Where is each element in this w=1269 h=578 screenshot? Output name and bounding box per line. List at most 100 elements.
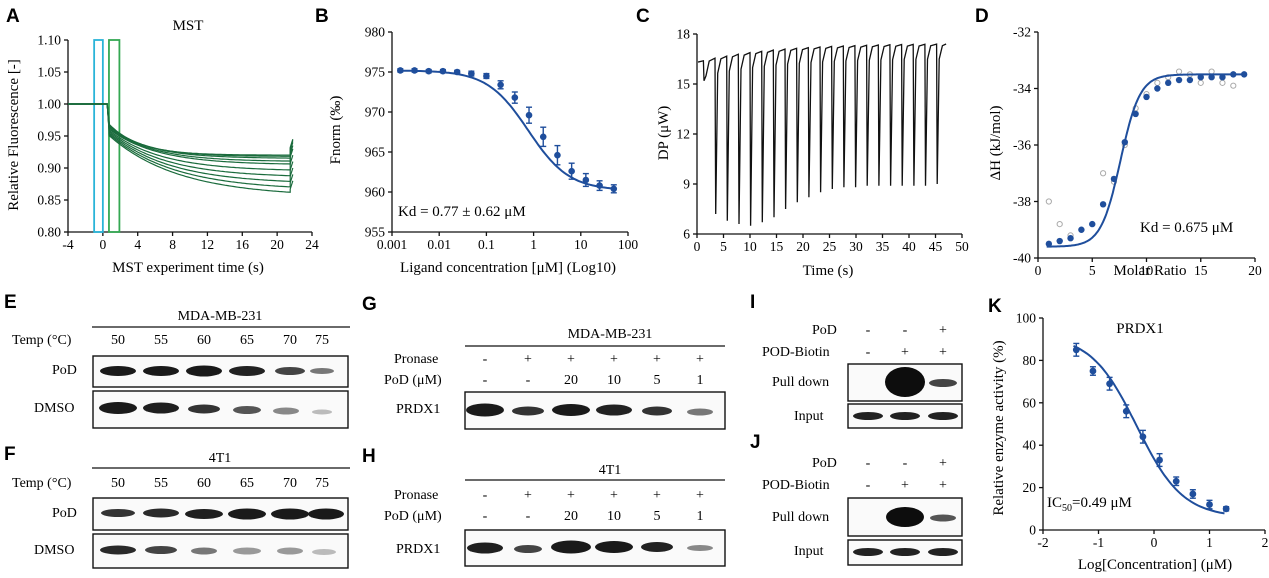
- chart-k-y-tick-label: 0: [1029, 523, 1036, 538]
- blot-g-row-label: PRDX1: [396, 402, 440, 417]
- blot-j-biotin-sign: -: [866, 478, 871, 493]
- chart-a-x-tick-label: 4: [134, 237, 141, 252]
- data-point: [1240, 71, 1248, 78]
- blot-j-biotin-sign: +: [901, 478, 909, 493]
- western-band: [185, 509, 223, 519]
- panel-label-b: B: [315, 6, 329, 27]
- data-point: [1045, 240, 1053, 248]
- data-point: [1172, 477, 1180, 485]
- data-point: [1089, 367, 1097, 375]
- raw-point: [1219, 79, 1226, 86]
- data-point: [1222, 505, 1230, 513]
- chart-a-ylabel: Relative Fluorescence [-]: [6, 59, 22, 211]
- data-point: [568, 167, 575, 175]
- blot-e-temp: 75: [315, 333, 329, 348]
- mst-trace: [68, 103, 294, 156]
- chart-d-y-tick-label: -38: [1013, 194, 1031, 209]
- blot-e-temp: 65: [240, 333, 254, 348]
- blot-f-row-label: PoD: [52, 506, 77, 521]
- chart-k-x-tick-label: -2: [1037, 535, 1048, 550]
- western-band: [885, 367, 925, 397]
- data-point: [1197, 74, 1204, 81]
- data-point: [439, 67, 447, 75]
- panel-label-i: I: [750, 292, 755, 313]
- chart-c-x-tick-label: 5: [720, 239, 727, 254]
- chart-k-y-tick-label: 100: [1016, 311, 1037, 326]
- western-band: [687, 408, 713, 416]
- western-band: [233, 547, 261, 555]
- raw-point: [1230, 82, 1237, 89]
- chart-k-x-tick-label: 1: [1206, 535, 1213, 550]
- western-band: [100, 545, 136, 555]
- fit-curve: [399, 69, 617, 190]
- panel-label-f: F: [4, 444, 16, 465]
- blot-f-temp: 55: [154, 476, 168, 491]
- blot-j-biotin-signs: - + +: [866, 478, 947, 493]
- panel-label-d: D: [975, 6, 989, 27]
- chart-c-x-tick-label: 15: [770, 239, 784, 254]
- data-point: [511, 94, 519, 101]
- chart-a-y-tick-label: 0.80: [37, 225, 61, 240]
- chart-b-x-tick-label: 0.001: [377, 237, 407, 252]
- blot-j-pulldown-bands: [886, 507, 956, 527]
- blot-e-row-head: Temp (°C): [12, 333, 72, 348]
- data-point: [1067, 235, 1074, 242]
- blot-g-pronase-sign: +: [524, 352, 532, 367]
- mst-trace: [68, 103, 294, 177]
- panel-a: A MST -4 0 4 8 12 16 20 24 0.80 0.85 0.90 0.95 1.00 1…: [6, 6, 319, 276]
- chart-d-ylabel: ΔH (kJ/mol): [988, 105, 1004, 180]
- blot-f-cell-line: 4T1: [209, 451, 232, 466]
- western-band: [143, 508, 179, 518]
- chart-b-x-tick-label: 100: [618, 237, 639, 252]
- western-band: [145, 546, 177, 554]
- blot-i-biotin-sign: +: [901, 345, 909, 360]
- data-point: [1121, 138, 1129, 146]
- blot-e-pod-bands: [100, 365, 334, 377]
- chart-b-x-tick-label: 0.1: [478, 237, 495, 252]
- blot-g-pod-value: 10: [607, 373, 621, 388]
- mst-trace: [68, 103, 294, 157]
- blot-f-temp: 70: [283, 476, 297, 491]
- chart-d-x-tick-label: 10: [1140, 263, 1154, 278]
- chart-k-title: PRDX1: [1116, 321, 1164, 337]
- data-point: [1219, 74, 1226, 81]
- blot-i-pod-label: PoD: [812, 323, 837, 338]
- data-point: [1165, 79, 1172, 87]
- chart-k-x-tick-label: 2: [1262, 535, 1269, 550]
- data-point: [596, 182, 603, 189]
- blot-i-biotin-label: POD-Biotin: [762, 345, 830, 360]
- blot-e-dmso-bands: [99, 402, 332, 415]
- blot-h-pronase-sign: +: [610, 488, 618, 503]
- mst-cold-region: [93, 39, 104, 233]
- chart-d-x-tick-label: 20: [1248, 263, 1262, 278]
- blot-i-row-label: Input: [794, 409, 824, 424]
- western-band: [642, 406, 672, 416]
- blot-i-biotin-signs: - + +: [866, 345, 947, 360]
- blot-h-pod-value: 1: [697, 509, 704, 524]
- blot-e-temps: 50 55 60 65 70 75: [111, 333, 329, 348]
- data-point: [1175, 76, 1183, 84]
- panel-j: J PoD POD-Biotin - - + - + + Pull down I…: [750, 432, 963, 566]
- data-point: [453, 68, 461, 76]
- western-band: [890, 548, 920, 556]
- blot-g-pod-values: - - 20 10 5 1: [483, 373, 704, 388]
- western-band: [928, 412, 958, 420]
- blot-g-pod-value: -: [526, 373, 531, 388]
- western-band: [191, 547, 217, 555]
- chart-a-x-tick-label: 0: [99, 237, 106, 252]
- fit-curve: [1073, 344, 1225, 515]
- data-point: [483, 72, 490, 80]
- blot-f-temp: 50: [111, 476, 125, 491]
- ic50-prefix: IC: [1047, 495, 1062, 511]
- western-band: [928, 548, 958, 556]
- western-band: [552, 404, 590, 416]
- blot-j-pod-signs: - - +: [866, 456, 947, 471]
- western-band: [101, 509, 135, 517]
- blot-h-pronase-sign: +: [524, 488, 532, 503]
- western-band: [886, 507, 924, 527]
- chart-c-x-tick-label: 45: [929, 239, 943, 254]
- chart-b-y-tick-label: 975: [365, 65, 386, 80]
- chart-c-x-tick-label: 40: [902, 239, 916, 254]
